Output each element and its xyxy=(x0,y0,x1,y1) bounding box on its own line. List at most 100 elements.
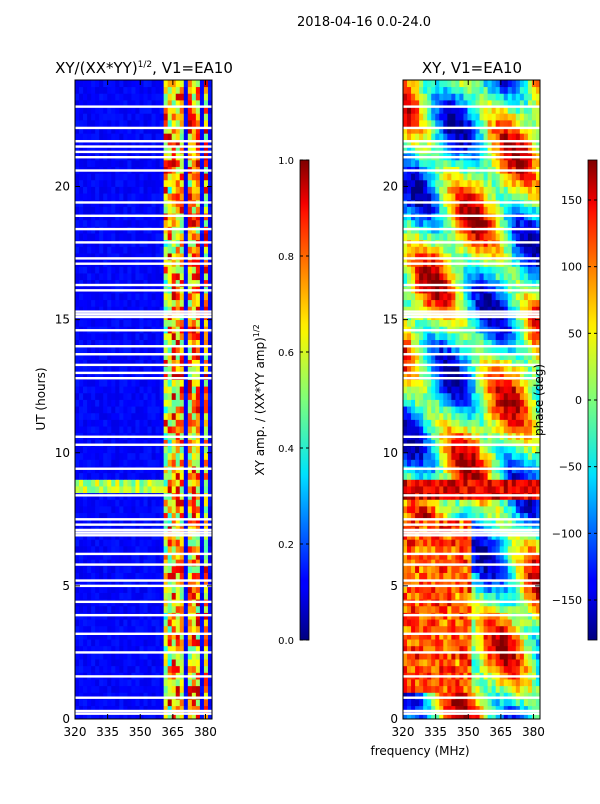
heatmap-cell xyxy=(532,539,536,546)
heatmap-cell xyxy=(496,546,500,553)
heatmap-cell xyxy=(419,479,423,486)
heatmap-cell xyxy=(520,486,524,493)
heatmap-cell xyxy=(451,699,455,706)
heatmap-cell xyxy=(139,93,143,100)
left-y-axis-label: UT (hours) xyxy=(34,367,48,430)
heatmap-cell xyxy=(204,546,208,553)
heatmap-cell xyxy=(188,606,192,613)
heatmap-cell xyxy=(131,206,135,213)
heatmap-cell xyxy=(160,380,164,387)
heatmap-cell xyxy=(168,619,172,626)
heatmap-cell xyxy=(83,699,87,706)
heatmap-cell xyxy=(532,619,536,626)
heatmap-cell xyxy=(148,593,152,600)
heatmap-cell xyxy=(172,679,176,686)
heatmap-cell xyxy=(139,220,143,227)
heatmap-cell xyxy=(188,246,192,253)
heatmap-cell xyxy=(83,160,87,167)
heatmap-cell xyxy=(95,546,99,553)
heatmap-cell xyxy=(164,273,168,280)
heatmap-cell xyxy=(156,486,160,493)
heatmap-cell xyxy=(144,446,148,453)
heatmap-cell xyxy=(196,400,200,407)
heatmap-cell xyxy=(95,473,99,480)
heatmap-cell xyxy=(455,639,459,646)
heatmap-cell xyxy=(188,393,192,400)
heatmap-cell xyxy=(139,293,143,300)
heatmap-cell xyxy=(492,686,496,693)
heatmap-cell xyxy=(512,626,516,633)
heatmap-cell xyxy=(184,573,188,580)
heatmap-cell xyxy=(467,679,471,686)
heatmap-cell xyxy=(403,426,407,433)
heatmap-cell xyxy=(99,619,103,626)
amplitude-colorbar-tick-label: 0.8 xyxy=(278,252,294,263)
heatmap-cell xyxy=(135,659,139,666)
heatmap-cell xyxy=(176,426,180,433)
heatmap-cell xyxy=(407,699,411,706)
heatmap-cell xyxy=(168,293,172,300)
heatmap-cell xyxy=(144,459,148,466)
heatmap-cell xyxy=(115,459,119,466)
heatmap-cell xyxy=(127,446,131,453)
heatmap-cell xyxy=(148,266,152,273)
heatmap-cell xyxy=(75,619,79,626)
flagged-row xyxy=(75,377,212,379)
heatmap-cell xyxy=(115,486,119,493)
heatmap-cell xyxy=(184,473,188,480)
heatmap-cell xyxy=(459,566,463,573)
heatmap-cell xyxy=(123,679,127,686)
heatmap-cell xyxy=(467,419,471,426)
heatmap-cell xyxy=(95,93,99,100)
heatmap-cell xyxy=(423,686,427,693)
heatmap-cell xyxy=(160,113,164,120)
heatmap-cell xyxy=(451,453,455,460)
heatmap-cell xyxy=(152,606,156,613)
heatmap-cell xyxy=(431,573,435,580)
heatmap-cell xyxy=(119,679,123,686)
heatmap-cell xyxy=(427,659,431,666)
heatmap-cell xyxy=(480,679,484,686)
heatmap-cell xyxy=(484,639,488,646)
heatmap-cell xyxy=(451,593,455,600)
heatmap-cell xyxy=(188,566,192,573)
heatmap-cell xyxy=(160,220,164,227)
heatmap-cell xyxy=(200,87,204,94)
heatmap-cell xyxy=(160,413,164,420)
heatmap-cell xyxy=(164,333,168,340)
heatmap-cell xyxy=(152,380,156,387)
heatmap-cell xyxy=(488,546,492,553)
heatmap-cell xyxy=(83,626,87,633)
heatmap-cell xyxy=(91,173,95,180)
heatmap-cell xyxy=(443,659,447,666)
heatmap-cell xyxy=(403,546,407,553)
heatmap-cell xyxy=(156,639,160,646)
heatmap-cell xyxy=(176,93,180,100)
heatmap-cell xyxy=(156,93,160,100)
heatmap-cell xyxy=(516,619,520,626)
heatmap-cell xyxy=(411,539,415,546)
heatmap-cell xyxy=(127,173,131,180)
heatmap-cell xyxy=(168,539,172,546)
heatmap-cell xyxy=(127,300,131,307)
heatmap-cell xyxy=(144,393,148,400)
flagged-row xyxy=(75,151,212,153)
heatmap-cell xyxy=(443,619,447,626)
heatmap-cell xyxy=(512,593,516,600)
heatmap-cell xyxy=(172,486,176,493)
heatmap-cell xyxy=(91,206,95,213)
heatmap-cell xyxy=(127,606,131,613)
heatmap-cell xyxy=(115,419,119,426)
heatmap-cell xyxy=(95,459,99,466)
heatmap-cell xyxy=(512,486,516,493)
heatmap-cell xyxy=(192,546,196,553)
heatmap-cell xyxy=(99,173,103,180)
heatmap-cell xyxy=(144,233,148,240)
flagged-row xyxy=(75,201,212,203)
heatmap-cell xyxy=(131,639,135,646)
heatmap-cell xyxy=(131,626,135,633)
heatmap-cell xyxy=(123,320,127,327)
heatmap-cell xyxy=(99,400,103,407)
heatmap-cell xyxy=(192,393,196,400)
heatmap-cell xyxy=(111,113,115,120)
